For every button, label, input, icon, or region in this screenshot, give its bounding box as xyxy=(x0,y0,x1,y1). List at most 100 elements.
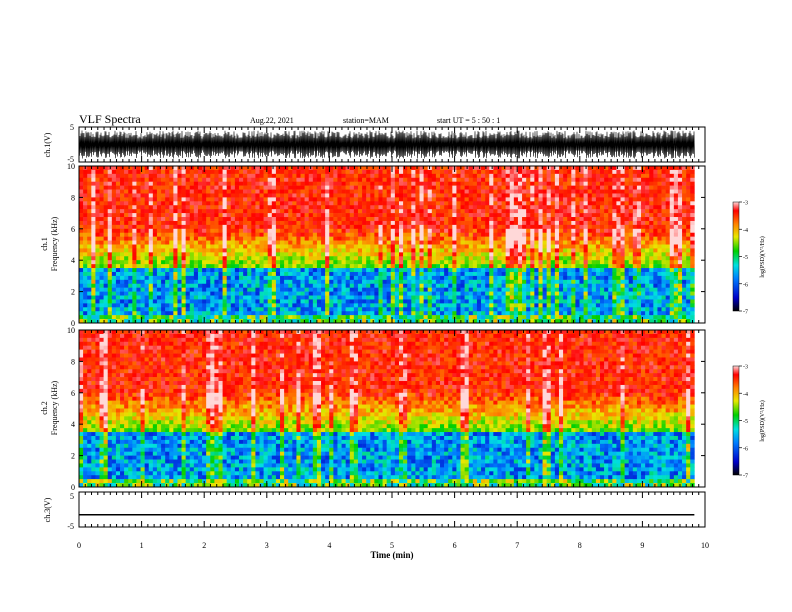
spectrogram-cell xyxy=(407,189,412,194)
spectrogram-cell xyxy=(316,256,322,261)
spectrogram-cell xyxy=(394,260,400,265)
spectrogram-cell xyxy=(579,283,584,288)
spectrogram-cell xyxy=(243,275,248,281)
spectrogram-cell xyxy=(665,185,671,190)
spectrogram-cell xyxy=(624,287,630,292)
spectrogram-cell xyxy=(120,205,125,210)
spectrogram-cell xyxy=(517,209,523,214)
spectrogram-cell xyxy=(460,236,465,241)
spectrogram-cell xyxy=(677,201,683,206)
spectrogram-cell xyxy=(460,240,465,245)
spectrogram-cell xyxy=(202,256,207,261)
spectrogram-cell xyxy=(247,275,252,281)
spectrogram-cell xyxy=(374,228,379,234)
spectrogram-cell xyxy=(677,264,683,269)
spectrogram-cell xyxy=(304,209,310,214)
spectrogram-cell xyxy=(378,209,383,214)
spectrogram-cell xyxy=(341,256,346,261)
spectrogram-cell xyxy=(419,275,424,281)
spectrogram-cell xyxy=(308,260,314,265)
spectrogram-cell xyxy=(357,271,363,277)
spectrogram-cell xyxy=(214,287,219,292)
spectrogram-cell xyxy=(222,177,227,182)
spectrogram-cell xyxy=(641,264,646,269)
spectrogram-cell xyxy=(156,248,162,253)
spectrogram-cell xyxy=(645,197,650,202)
spectrogram-cell xyxy=(345,220,351,226)
spectrogram-cell xyxy=(87,205,92,210)
spectrogram-cell xyxy=(189,260,195,265)
spectrogram-cell xyxy=(111,173,117,179)
spectrogram-cell xyxy=(472,283,478,288)
spectrogram-cell xyxy=(206,193,211,198)
spectrogram-cell xyxy=(316,213,322,218)
spectrogram-cell xyxy=(345,260,351,265)
spectrogram-cell xyxy=(95,177,100,182)
spectrogram-cell xyxy=(497,209,502,214)
spectrogram-cell xyxy=(517,177,523,182)
spectrogram-cell xyxy=(222,279,227,285)
spectrogram-cell xyxy=(165,260,170,265)
spectrogram-cell xyxy=(653,220,658,226)
spectrogram-cell xyxy=(152,217,158,222)
spectrogram-cell xyxy=(132,283,137,288)
spectrogram-cell xyxy=(152,181,158,186)
spectrogram-cell xyxy=(657,181,662,186)
spectrogram-cell xyxy=(91,260,96,265)
spectrogram-cell xyxy=(431,189,437,194)
spectrogram-cell xyxy=(83,248,88,253)
spectrogram-cell xyxy=(210,209,215,214)
spectrogram-cell xyxy=(460,287,465,292)
spectrogram-cell xyxy=(107,244,113,249)
spectrogram-cell xyxy=(390,256,396,261)
spectrogram-cell xyxy=(501,166,506,171)
spectrogram-cell xyxy=(468,213,474,218)
spectrogram-cell xyxy=(243,283,248,288)
spectrogram-cell xyxy=(214,232,219,237)
spectrogram-cell xyxy=(169,287,174,292)
spectrogram-cell xyxy=(677,287,683,292)
spectrogram-cell xyxy=(337,275,342,281)
spectrogram-cell xyxy=(550,193,556,198)
spectrogram-cell xyxy=(234,201,240,206)
spectrogram-cell xyxy=(472,271,478,277)
spectrogram-cell xyxy=(189,181,195,186)
spectrogram-cell xyxy=(563,260,568,265)
spectrogram-cell xyxy=(411,220,416,226)
spectrogram-cell xyxy=(641,240,646,245)
spectrogram-cell xyxy=(554,232,560,237)
spectrogram-cell xyxy=(431,287,437,292)
spectrogram-cell xyxy=(620,248,625,253)
spectrogram-cell xyxy=(435,205,441,210)
spectrogram-cell xyxy=(238,173,244,179)
spectrogram-cell xyxy=(530,166,535,171)
spectrogram-cell xyxy=(509,252,515,257)
spectrogram-cell xyxy=(111,236,117,241)
spectrogram-cell xyxy=(362,275,367,281)
spectrogram-cell xyxy=(144,213,150,218)
spectrogram-cell xyxy=(161,232,166,237)
spectrogram-cell xyxy=(485,197,490,202)
spectrogram-cell xyxy=(378,220,383,226)
spectrogram-cell xyxy=(604,169,609,175)
spectrogram-cell xyxy=(386,205,392,210)
spectrogram-cell xyxy=(669,177,675,182)
spectrogram-cell xyxy=(165,291,170,296)
spectrogram-cell xyxy=(415,264,420,269)
spectrogram-cell xyxy=(604,240,609,245)
spectrogram-cell xyxy=(337,166,342,171)
spectrogram-cell xyxy=(99,173,104,179)
spectrogram-cell xyxy=(600,279,605,285)
spectrogram-cell xyxy=(271,264,277,269)
spectrogram-cell xyxy=(234,244,240,249)
spectrogram-cell xyxy=(288,260,293,265)
spectrogram-cell xyxy=(546,189,552,194)
spectrogram-cell xyxy=(460,177,465,182)
spectrogram-cell xyxy=(214,275,219,281)
spectrogram-cell xyxy=(661,177,666,182)
spectrogram-cell xyxy=(604,185,609,190)
spectrogram-cell xyxy=(156,264,162,269)
spectrogram-cell xyxy=(612,240,617,245)
spectrogram-cell xyxy=(608,185,613,190)
spectrogram-cell xyxy=(357,232,363,237)
